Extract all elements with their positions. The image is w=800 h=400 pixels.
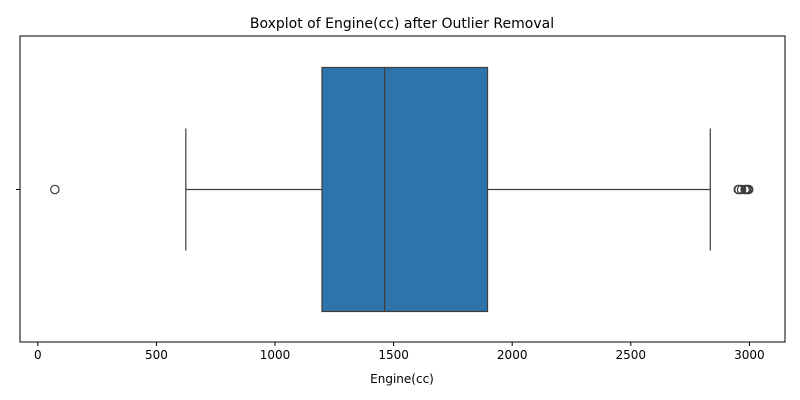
x-tick-label: 2000 [497,348,528,362]
box-marks [50,66,754,313]
outlier-point [736,184,747,195]
x-tick-label: 1000 [260,348,291,362]
x-tick-label: 2500 [616,348,647,362]
outlier-point [50,184,60,195]
x-tick-label: 1500 [378,348,409,362]
x-axis-label: Engine(cc) [370,372,434,386]
chart-title: Boxplot of Engine(cc) after Outlier Remo… [250,16,554,32]
x-axis: 0 500 1000 1500 2000 2500 3000 [34,342,765,362]
x-tick-label: 500 [145,348,168,362]
x-tick-label: 0 [34,348,42,362]
x-tick-label: 3000 [734,348,765,362]
iqr-box [321,66,489,313]
outlier-point [743,184,754,195]
